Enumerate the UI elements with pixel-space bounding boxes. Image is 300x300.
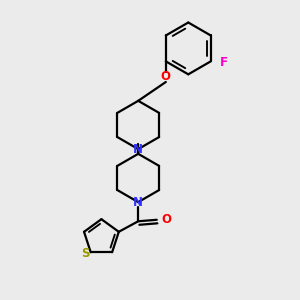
Text: S: S (81, 247, 90, 260)
Text: F: F (220, 56, 228, 69)
Text: O: O (161, 70, 171, 83)
Text: O: O (162, 213, 172, 226)
Text: N: N (133, 142, 143, 156)
Text: N: N (133, 196, 143, 208)
